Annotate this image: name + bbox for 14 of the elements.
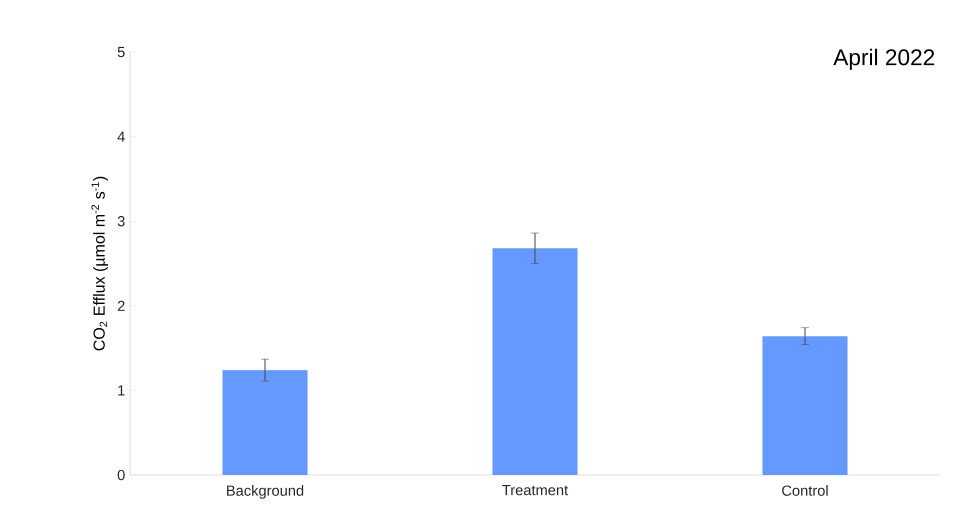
x-tick-label: Background: [227, 485, 304, 499]
y-tick-label: 2: [118, 300, 125, 311]
x-tick-label: Control: [782, 485, 828, 496]
y-tick-label: 3: [118, 216, 125, 226]
bar: [762, 336, 848, 475]
y-tick-label: 0: [118, 470, 125, 480]
y-tick-label: 1: [118, 385, 125, 396]
chart-title: April 2022: [833, 48, 934, 70]
bar: [222, 370, 308, 475]
bar: [492, 248, 578, 475]
y-tick-label: 4: [117, 132, 125, 142]
x-tick-label: Treatment: [502, 485, 568, 496]
y-axis-title: CO$_{2}$ Efflux (µmol m$^{-2}$ s$^{-1}$): [91, 176, 108, 350]
y-tick-label: 5: [118, 46, 125, 58]
